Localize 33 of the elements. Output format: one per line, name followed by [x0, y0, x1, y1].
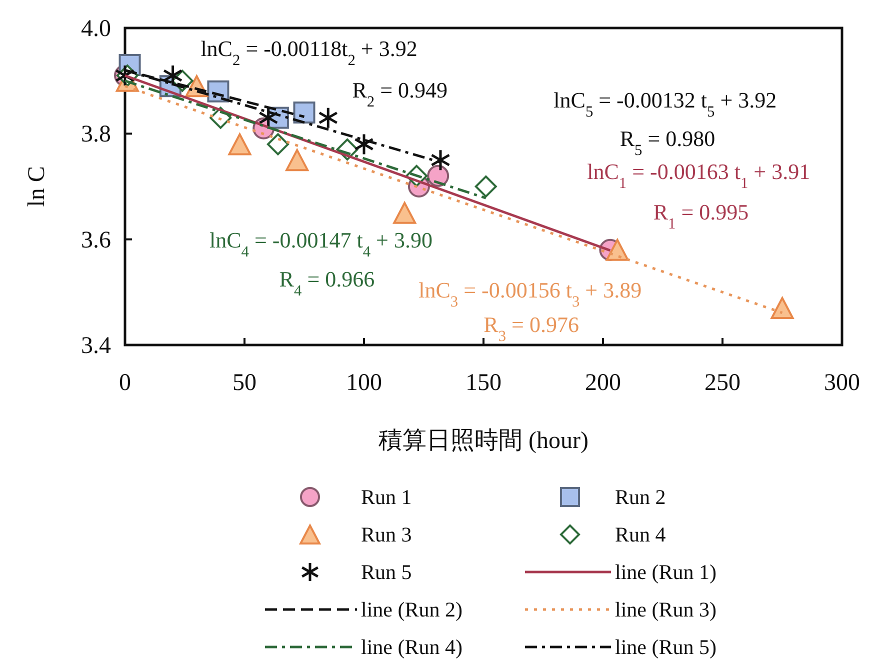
legend-label: Run 1 — [361, 485, 412, 509]
x-tick-label: 0 — [119, 370, 131, 396]
x-tick-label: 100 — [346, 370, 382, 396]
x-tick-label: 300 — [824, 370, 860, 396]
legend-label: line (Run 2) — [361, 598, 462, 622]
legend-label: Run 3 — [361, 522, 412, 546]
legend-label: line (Run 1) — [615, 560, 716, 584]
y-tick-label: 4.0 — [81, 16, 111, 42]
legend-label: line (Run 3) — [615, 598, 716, 622]
y-tick-label: 3.6 — [81, 227, 111, 254]
annotation: R$_{5}$ = 0.980 — [620, 126, 716, 158]
annotation: lnC$_{5}$ = -0.00132 t$_{5}$ + 3.92 — [554, 87, 777, 120]
annotation: lnC$_{4}$ = -0.00147 t$_{4}$ + 3.90 — [209, 227, 432, 260]
annotation: R$_{4}$ = 0.966 — [279, 266, 375, 299]
x-tick-label: 150 — [466, 370, 502, 396]
legend-label: Run 4 — [615, 522, 666, 546]
annotation: lnC$_{2}$ = -0.00118t$_{2}$ + 3.92 — [200, 36, 418, 69]
x-tick-label: 50 — [232, 370, 256, 396]
annotation: lnC$_{3}$ = -0.00156 t$_{3}$ + 3.89 — [418, 278, 642, 310]
y-tick-label: 3.8 — [81, 122, 111, 148]
annotation: lnC$_{1}$ = -0.00163 t$_{1}$ + 3.91 — [587, 159, 810, 192]
annotation: R$_{3}$ = 0.976 — [484, 312, 579, 344]
x-tick-label: 200 — [585, 370, 621, 396]
annotation: R$_{2}$ = 0.949 — [352, 77, 448, 110]
x-tick-label: 250 — [704, 370, 740, 396]
legend-label: line (Run 4) — [361, 635, 462, 659]
legend-label: Run 2 — [615, 485, 666, 509]
annotation: R$_{1}$ = 0.995 — [653, 199, 749, 232]
legend-label: line (Run 5) — [615, 635, 716, 659]
y-axis-title: ln C — [24, 166, 50, 207]
legend-label: Run 5 — [361, 560, 412, 584]
x-axis-title: 積算日照時間 (hour) — [378, 428, 588, 454]
y-tick-label: 3.4 — [81, 333, 111, 359]
